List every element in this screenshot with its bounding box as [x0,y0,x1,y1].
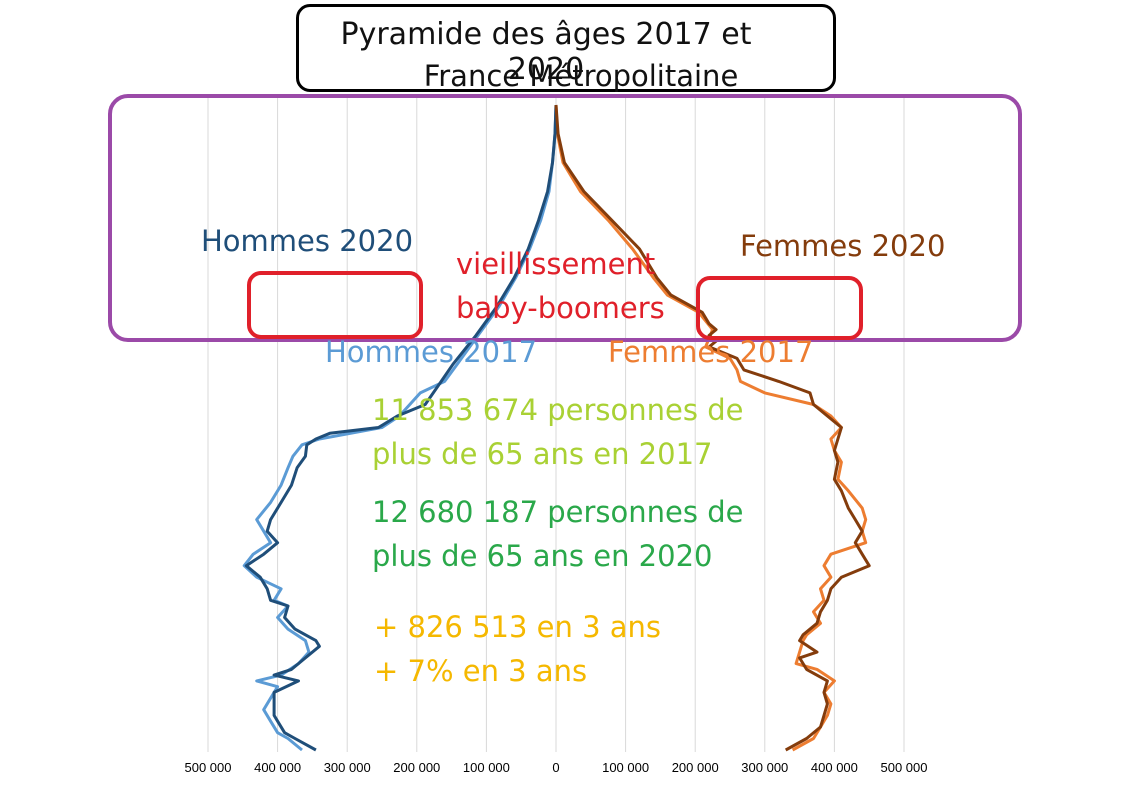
series-line-hommes-2020 [244,104,558,752]
annotation-stat-2020: 12 680 187 personnes de plus de 65 ans e… [372,490,743,578]
annotation-delta: + 826 513 en 3 ans + 7% en 3 ans [374,605,661,693]
annotation-stat-2017: 11 853 674 personnes de plus de 65 ans e… [372,388,743,476]
x-tick-label: 100 000 [463,760,510,775]
annotation-stat-2020-line2: plus de 65 ans en 2020 [372,539,713,573]
annotation-aging-line1: vieillissement [456,247,656,281]
label-femmes-2020: Femmes 2020 [740,229,946,263]
x-tick-label: 0 [552,760,559,775]
aging-highlight-box [108,94,1022,342]
x-tick-label: 400 000 [811,760,858,775]
annotation-aging: vieillissement baby-boomers [456,242,665,330]
label-hommes-2020: Hommes 2020 [201,224,414,258]
vertical-gridlines [207,98,905,752]
label-femmes-2017: Femmes 2017 [608,335,814,369]
annotation-stat-2017-line1: 11 853 674 personnes de [372,393,744,427]
baby-boomers-box-femmes [696,276,863,340]
x-tick-label: 300 000 [741,760,788,775]
series-line-femmes-2020 [554,104,871,752]
series-lines [242,104,871,752]
label-hommes-2017: Hommes 2017 [325,335,538,369]
x-tick-label: 200 000 [672,760,719,775]
annotation-aging-line2: baby-boomers [456,291,665,325]
annotation-delta-line2: + 7% en 3 ans [374,654,588,688]
x-tick-label: 100 000 [602,760,649,775]
x-tick-label: 400 000 [254,760,301,775]
annotation-stat-2017-line2: plus de 65 ans en 2017 [372,437,713,471]
x-tick-label: 500 000 [881,760,928,775]
baby-boomers-box-hommes [247,271,423,339]
x-tick-label: 300 000 [324,760,371,775]
chart-title: Pyramide des âges 2017 et 2020 [340,17,752,87]
annotation-stat-2020-line1: 12 680 187 personnes de [372,495,744,529]
annotation-delta-line1: + 826 513 en 3 ans [374,610,662,644]
chart-subtitle: France Métropolitaine [423,59,739,93]
chart-title-box: Pyramide des âges 2017 et 2020 France Mé… [296,4,836,93]
x-axis-tick-labels: 500 000 400 000 300 000 200 000 100 000 0 100 … [185,760,928,775]
x-tick-label: 200 000 [393,760,440,775]
x-tick-label: 500 000 [185,760,232,775]
series-line-hommes-2017 [242,104,558,752]
